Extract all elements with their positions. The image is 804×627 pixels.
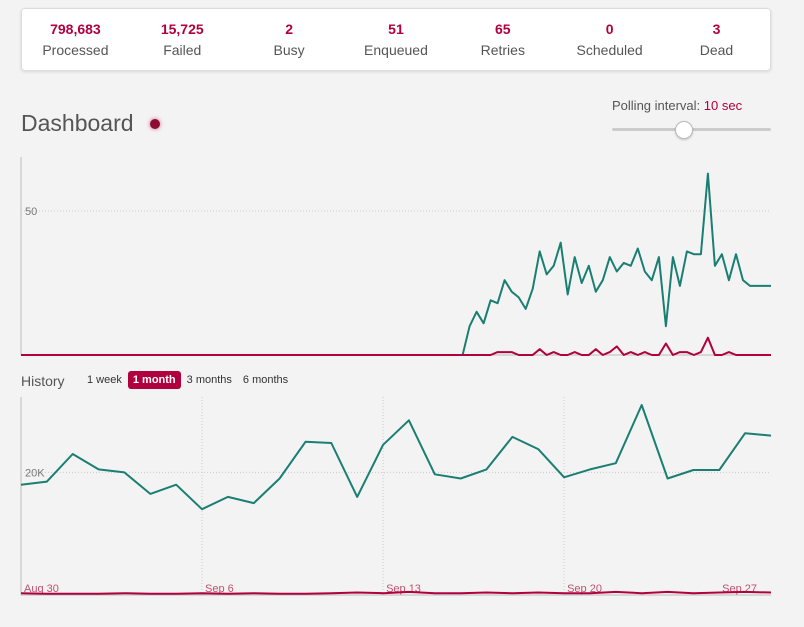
- stat-label: Failed: [163, 41, 202, 58]
- stat-label: Processed: [42, 41, 109, 58]
- stat-label: Scheduled: [576, 41, 643, 58]
- tab-1-month[interactable]: 1 month: [127, 371, 181, 389]
- history-label: History: [21, 373, 65, 389]
- stat-count: 2: [285, 20, 293, 37]
- tab-3-months[interactable]: 3 months: [186, 374, 232, 386]
- tab-1-week[interactable]: 1 week: [87, 374, 122, 386]
- stat-scheduled[interactable]: 0 Scheduled: [561, 19, 659, 61]
- series-line-processed: [20, 404, 772, 511]
- x-tick-label: Sep 20: [567, 583, 602, 595]
- x-tick-label: Sep 6: [205, 583, 234, 595]
- stat-failed[interactable]: 15,725 Failed: [133, 19, 231, 61]
- tab-6-months[interactable]: 6 months: [242, 374, 289, 386]
- stat-label: Dead: [699, 41, 734, 58]
- stat-count: 65: [495, 20, 511, 37]
- stat-label: Busy: [273, 41, 305, 58]
- series-line-processed: [21, 172, 771, 356]
- stat-retries[interactable]: 65 Retries: [454, 19, 552, 61]
- stat-processed[interactable]: 798,683 Processed: [26, 19, 124, 61]
- stat-label: Enqueued: [364, 41, 428, 58]
- stat-count: 15,725: [160, 20, 204, 37]
- stat-count: 3: [712, 20, 721, 37]
- stat-dead[interactable]: 3 Dead: [667, 19, 765, 61]
- polling-interval-slider-handle[interactable]: [675, 121, 693, 139]
- summary-stats-bar: 798,683 Processed 15,725 Failed 2 Busy 5…: [21, 8, 771, 71]
- page-title: Dashboard: [21, 110, 134, 136]
- series-line-failed: [21, 336, 771, 356]
- live-beacon-icon: [150, 119, 160, 129]
- stat-count: 51: [388, 20, 404, 37]
- polling-interval-label: Polling interval: 10 sec: [612, 98, 742, 113]
- stat-label: Retries: [480, 41, 525, 58]
- y-tick-label: 50: [25, 206, 37, 218]
- series-line-failed: [20, 590, 772, 595]
- polling-interval-value: 10 sec: [703, 98, 743, 113]
- y-tick-label: 20K: [25, 467, 45, 479]
- stat-enqueued[interactable]: 51 Enqueued: [347, 19, 445, 61]
- realtime-chart: 50: [20, 157, 771, 356]
- stat-busy[interactable]: 2 Busy: [240, 19, 338, 61]
- history-range-tabs: 1 week 1 month 3 months 6 months: [82, 371, 294, 389]
- stat-count: 0: [605, 20, 614, 37]
- x-tick-label: Aug 30: [24, 583, 59, 595]
- stat-count: 798,683: [50, 20, 101, 37]
- polling-interval-text: Polling interval:: [612, 98, 701, 113]
